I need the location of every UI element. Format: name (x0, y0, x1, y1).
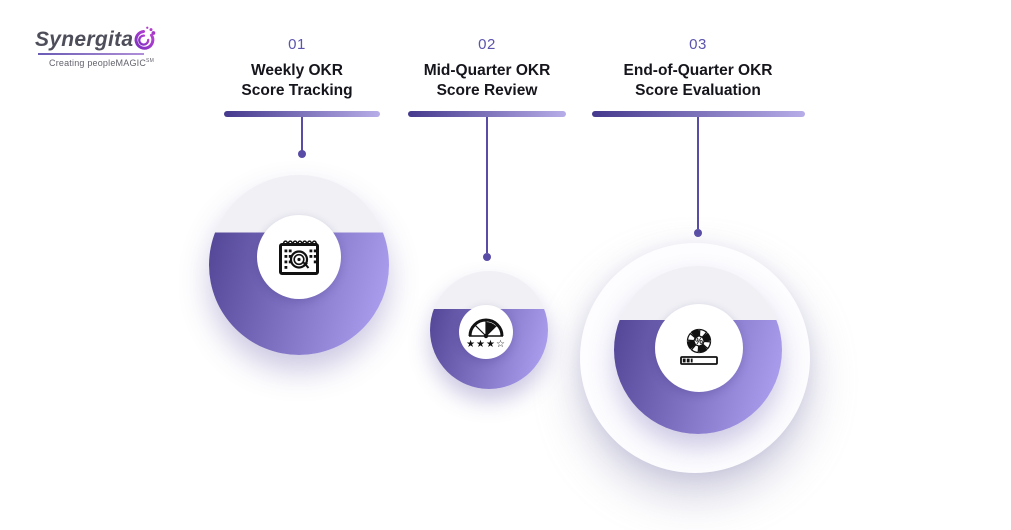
step-3-icon-disc: % (655, 304, 743, 392)
step-3-title-line1: End-of-Quarter OKR (623, 62, 773, 79)
step-1-connector-dot (298, 150, 306, 158)
step-1-title-line1: Weekly OKR (251, 62, 343, 79)
star-rating: ★★★☆ (466, 338, 506, 350)
step-1-connector-line (301, 117, 303, 151)
step-1-title-line2: Score Tracking (241, 81, 353, 99)
percent-label: % (695, 336, 703, 346)
step-1-icon-disc (257, 215, 341, 299)
calendar-target-icon (279, 240, 319, 275)
step-3-number: 03 (689, 36, 707, 53)
step-3-title: End-of-Quarter OKR Score Evaluation (588, 61, 808, 100)
pie-percent-icon: % (680, 328, 718, 365)
step-2-donut-circle: ★★★☆ (430, 271, 548, 389)
step-3-connector-line (697, 117, 699, 229)
step-1-number: 01 (288, 36, 306, 53)
step-2-title-line1: Mid-Quarter OKR (423, 62, 551, 79)
logo-tagline-text: Creating peopleMAGIC (49, 58, 147, 68)
logo-swirl-icon (135, 26, 156, 50)
step-2-title-line2: Score Review (436, 81, 538, 99)
step-2-gradient-bar (408, 111, 566, 117)
logo-tagline: Creating peopleMAGICSM (49, 58, 165, 68)
step-2-connector-dot (483, 253, 491, 261)
step-3-donut-circle: % (614, 266, 782, 434)
step-1-title: Weekly OKR Score Tracking (187, 61, 407, 100)
step-2-icon-disc: ★★★☆ (459, 305, 513, 359)
gauge-icon (468, 318, 504, 338)
step-1-gradient-bar (224, 111, 380, 117)
step-2-number: 02 (478, 36, 496, 53)
step-1-donut-circle (209, 175, 389, 355)
step-3-gradient-bar (592, 111, 805, 117)
logo-brand-text: Synergita (35, 28, 134, 51)
step-2-title: Mid-Quarter OKR Score Review (377, 61, 597, 100)
logo-divider (38, 53, 144, 55)
step-2-connector-line (486, 117, 488, 253)
logo-trademark: SM (146, 58, 154, 64)
logo: Synergita Creating peopleMAGICSM (35, 24, 165, 68)
step-3-connector-dot (694, 229, 702, 237)
step-3-title-line2: Score Evaluation (635, 81, 761, 99)
